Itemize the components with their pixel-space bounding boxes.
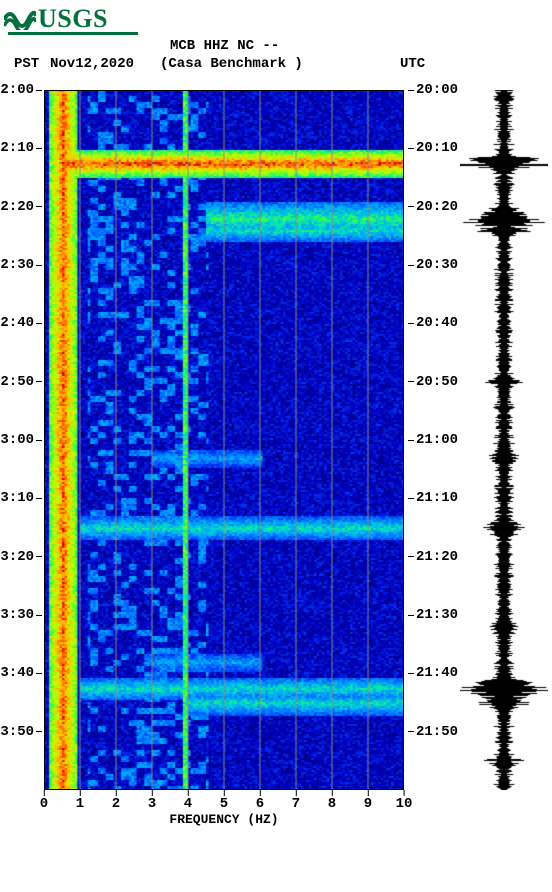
usgs-logo: USGS xyxy=(4,2,108,35)
logo-underline xyxy=(8,32,138,35)
y-left-tick: 12:00 xyxy=(0,82,42,98)
x-tick: 2 xyxy=(112,790,120,812)
y-left-tick: 13:50 xyxy=(0,724,42,740)
x-tick: 4 xyxy=(184,790,192,812)
x-tick: 0 xyxy=(40,790,48,812)
y-right-tick: 21:00 xyxy=(408,432,458,448)
usgs-logo-text: USGS xyxy=(38,4,108,33)
y-right-tick: 20:30 xyxy=(408,257,458,273)
x-axis-label: FREQUENCY (HZ) xyxy=(0,812,448,827)
y-left-tick: 12:30 xyxy=(0,257,42,273)
tz-right-label: UTC xyxy=(400,56,425,72)
y-left-tick: 12:10 xyxy=(0,140,42,156)
y-right-tick: 21:50 xyxy=(408,724,458,740)
y-right-tick: 20:00 xyxy=(408,82,458,98)
waveform-plot xyxy=(460,90,548,790)
y-left-tick: 13:00 xyxy=(0,432,42,448)
y-left-tick: 13:10 xyxy=(0,490,42,506)
date-label: Nov12,2020 xyxy=(50,56,134,72)
station-code: MCB HHZ NC -- xyxy=(170,38,279,54)
y-right-tick: 21:40 xyxy=(408,665,458,681)
y-right-tick: 21:20 xyxy=(408,549,458,565)
x-tick: 10 xyxy=(396,790,413,812)
x-tick: 3 xyxy=(148,790,156,812)
x-tick: 9 xyxy=(364,790,372,812)
y-left-tick: 13:20 xyxy=(0,549,42,565)
y-left-tick: 12:40 xyxy=(0,315,42,331)
location-label: (Casa Benchmark ) xyxy=(160,56,303,72)
y-right-tick: 21:10 xyxy=(408,490,458,506)
y-right-tick: 20:50 xyxy=(408,374,458,390)
x-tick: 8 xyxy=(328,790,336,812)
y-left-tick: 12:20 xyxy=(0,199,42,215)
y-left-tick: 13:30 xyxy=(0,607,42,623)
y-axis-left-ticks: 12:0012:1012:2012:3012:4012:5013:0013:10… xyxy=(0,90,44,790)
y-right-tick: 20:40 xyxy=(408,315,458,331)
x-tick: 7 xyxy=(292,790,300,812)
waveform-canvas xyxy=(460,90,548,790)
tz-left-label: PST xyxy=(14,56,39,72)
x-tick: 6 xyxy=(256,790,264,812)
spectrogram-plot xyxy=(44,90,404,790)
y-left-tick: 13:40 xyxy=(0,665,42,681)
y-right-tick: 20:20 xyxy=(408,199,458,215)
y-right-tick: 20:10 xyxy=(408,140,458,156)
y-right-tick: 21:30 xyxy=(408,607,458,623)
x-tick: 1 xyxy=(76,790,84,812)
spectrogram-canvas xyxy=(44,90,404,790)
x-tick: 5 xyxy=(220,790,228,812)
y-left-tick: 12:50 xyxy=(0,374,42,390)
usgs-wave-icon xyxy=(4,2,36,35)
y-axis-right-ticks: 20:0020:1020:2020:3020:4020:5021:0021:10… xyxy=(404,90,454,790)
